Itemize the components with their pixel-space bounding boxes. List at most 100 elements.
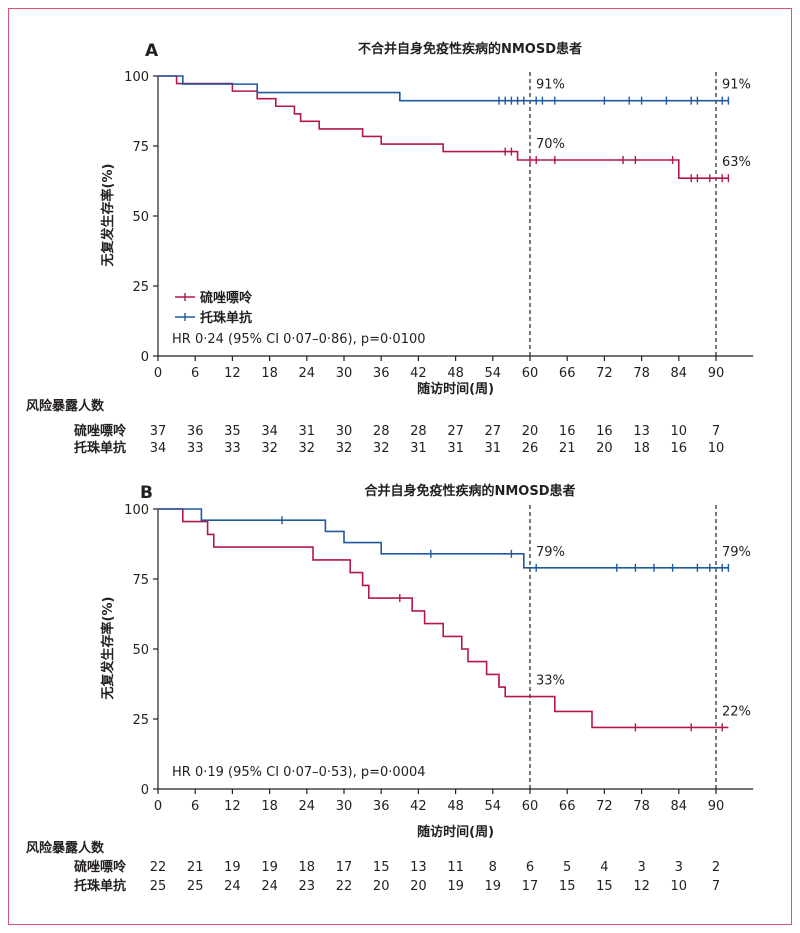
panel-label: B (140, 483, 153, 503)
y-axis-label: 无复发生存率(%) (100, 597, 116, 701)
x-tick-label: 66 (559, 366, 576, 381)
risk-count: 19 (485, 879, 502, 894)
x-tick-label: 6 (191, 799, 199, 814)
x-tick-label: 18 (261, 366, 278, 381)
hazard-ratio-text: HR 0·24 (95% CI 0·07–0·86), p=0·0100 (172, 332, 426, 347)
risk-count: 7 (712, 424, 720, 439)
survival-annotation: 79% (536, 545, 565, 560)
y-tick-label: 25 (132, 713, 149, 728)
panel-label: A (145, 41, 159, 61)
risk-row-label: 托珠单抗 (74, 878, 126, 894)
risk-count: 24 (224, 879, 241, 894)
x-tick-label: 36 (373, 366, 390, 381)
x-axis-label: 随访时间(周) (417, 381, 494, 397)
risk-count: 19 (447, 879, 464, 894)
risk-count: 24 (261, 879, 278, 894)
x-tick-label: 0 (154, 366, 162, 381)
km-curve-azathioprine (158, 508, 729, 729)
x-tick-label: 78 (633, 799, 650, 814)
risk-row-label: 托珠单抗 (74, 440, 126, 456)
risk-count: 15 (559, 879, 576, 894)
risk-count: 7 (712, 879, 720, 894)
risk-count: 37 (150, 424, 167, 439)
legend-label: 硫唑嘌呤 (200, 290, 253, 306)
risk-count: 3 (637, 860, 645, 875)
survival-annotation: 63% (722, 155, 751, 170)
risk-count: 6 (526, 860, 534, 875)
risk-count: 11 (447, 860, 464, 875)
risk-count: 25 (150, 879, 167, 894)
risk-count: 28 (410, 424, 427, 439)
y-tick-label: 100 (124, 70, 149, 85)
x-tick-label: 90 (708, 799, 725, 814)
x-tick-label: 60 (522, 366, 539, 381)
risk-count: 10 (671, 879, 688, 894)
x-tick-label: 12 (224, 366, 241, 381)
risk-count: 2 (712, 860, 720, 875)
survival-annotation: 79% (722, 545, 751, 560)
risk-count: 32 (261, 441, 278, 456)
x-tick-label: 66 (559, 799, 576, 814)
x-tick-label: 72 (596, 799, 613, 814)
x-tick-label: 24 (299, 366, 316, 381)
risk-count: 3 (675, 860, 683, 875)
x-tick-label: 60 (522, 799, 539, 814)
legend-label: 托珠单抗 (200, 310, 252, 326)
x-tick-label: 0 (154, 799, 162, 814)
y-tick-label: 100 (124, 503, 149, 518)
risk-count: 4 (600, 860, 608, 875)
risk-table-header: 风险暴露人数 (26, 840, 105, 856)
risk-count: 23 (299, 879, 316, 894)
y-tick-label: 75 (132, 573, 149, 588)
risk-count: 22 (150, 860, 167, 875)
x-tick-label: 78 (633, 366, 650, 381)
figure-frame (8, 8, 792, 925)
risk-count: 16 (671, 441, 688, 456)
risk-count: 10 (708, 441, 725, 456)
km-curve-tocilizumab (158, 75, 729, 102)
chart-panel-a: A 不合并自身免疫性疾病的NMOSD患者 0 25 50 75 100 0 6 12 18 24 30 3… (26, 41, 754, 456)
x-tick-label: 84 (671, 799, 688, 814)
risk-count: 19 (224, 860, 241, 875)
risk-count: 31 (485, 441, 502, 456)
y-tick-label: 0 (141, 783, 149, 798)
x-tick-label: 18 (261, 799, 278, 814)
x-axis-label: 随访时间(周) (417, 824, 494, 840)
y-tick-label: 25 (132, 280, 149, 295)
risk-count: 16 (596, 424, 613, 439)
x-tick-label: 24 (299, 799, 316, 814)
risk-count: 13 (633, 424, 650, 439)
risk-count: 31 (447, 441, 464, 456)
x-tick-label: 72 (596, 366, 613, 381)
chart-title: 合并自身免疫性疾病的NMOSD患者 (364, 483, 575, 499)
x-tick-label: 54 (485, 366, 502, 381)
x-tick-label: 48 (447, 366, 464, 381)
x-tick-label: 84 (671, 366, 688, 381)
km-curve-azathioprine (158, 75, 729, 179)
risk-count: 33 (224, 441, 241, 456)
risk-count: 32 (373, 441, 390, 456)
risk-count: 27 (447, 424, 464, 439)
risk-count: 27 (485, 424, 502, 439)
risk-count: 15 (596, 879, 613, 894)
y-tick-label: 50 (132, 210, 149, 225)
x-tick-label: 30 (336, 366, 353, 381)
risk-count: 32 (299, 441, 316, 456)
x-tick-label: 90 (708, 366, 725, 381)
x-tick-label: 42 (410, 366, 427, 381)
risk-count: 8 (489, 860, 497, 875)
risk-count: 30 (336, 424, 353, 439)
risk-count: 13 (410, 860, 427, 875)
survival-annotation: 22% (722, 704, 751, 719)
y-axis-label: 无复发生存率(%) (100, 164, 116, 268)
risk-count: 18 (299, 860, 316, 875)
risk-count: 10 (671, 424, 688, 439)
hazard-ratio-text: HR 0·19 (95% CI 0·07–0·53), p=0·0004 (172, 765, 426, 780)
x-tick-label: 36 (373, 799, 390, 814)
y-tick-label: 50 (132, 643, 149, 658)
risk-count: 17 (336, 860, 353, 875)
risk-count: 32 (336, 441, 353, 456)
risk-count: 25 (187, 879, 204, 894)
